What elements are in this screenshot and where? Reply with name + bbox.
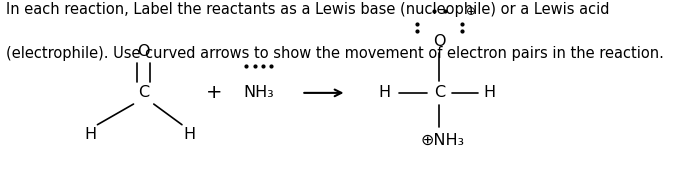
Text: O: O: [433, 34, 446, 49]
Text: ⊖: ⊖: [466, 5, 475, 18]
Text: O: O: [138, 44, 150, 59]
Text: H: H: [483, 85, 495, 100]
Text: C: C: [434, 85, 445, 100]
Text: C: C: [138, 85, 149, 100]
Text: (electrophile). Use curved arrows to show the movement of electron pairs in the : (electrophile). Use curved arrows to sho…: [6, 46, 663, 61]
Text: NH₃: NH₃: [243, 85, 274, 100]
Text: H: H: [84, 127, 96, 142]
Text: +: +: [206, 83, 223, 102]
Text: ⊕NH₃: ⊕NH₃: [421, 133, 465, 148]
Text: H: H: [184, 127, 196, 142]
Text: In each reaction, Label the reactants as a Lewis base (nucleophile) or a Lewis a: In each reaction, Label the reactants as…: [6, 2, 609, 17]
Text: H: H: [378, 85, 390, 100]
